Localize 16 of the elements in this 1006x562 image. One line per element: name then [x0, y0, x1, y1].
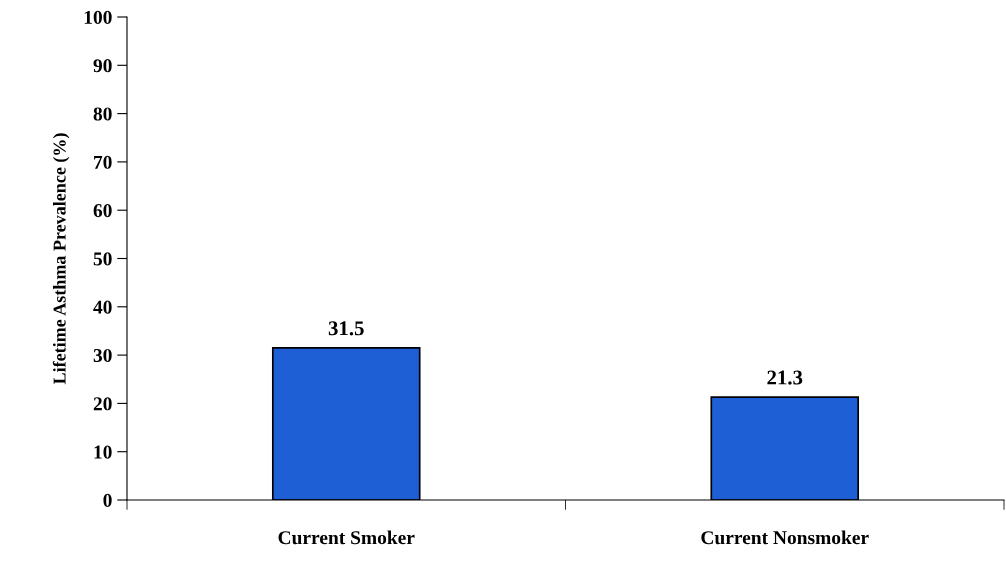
y-tick-label: 90 [93, 59, 112, 73]
y-tick-label: 70 [94, 155, 112, 169]
y-tick-label: 40 [93, 300, 112, 314]
y-tick-label: 0 [103, 493, 112, 507]
y-tick-label: 80 [93, 107, 112, 121]
y-tick-label: 20 [93, 397, 112, 411]
y-tick-label: 60 [93, 204, 112, 218]
x-tick-label: Current Smoker [278, 530, 415, 545]
y-axis-title: Lifetime Asthma Prevalence (%) [52, 133, 70, 385]
y-tick-label: 100 [84, 10, 112, 24]
y-tick-label: 10 [94, 445, 112, 459]
y-tick-label: 50 [93, 252, 112, 266]
data-label: 21.3 [767, 370, 803, 385]
x-tick-label: Current Nonsmoker [701, 530, 869, 545]
data-label: 31.5 [328, 321, 364, 336]
y-tick-label: 30 [93, 348, 112, 363]
